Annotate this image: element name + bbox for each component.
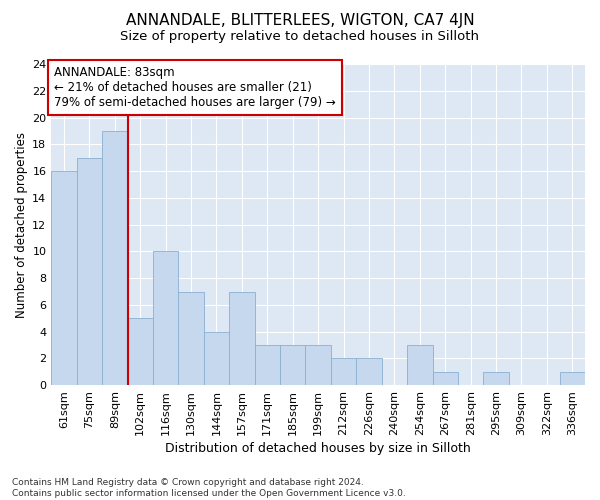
Bar: [280, 345, 305, 385]
Bar: [356, 358, 382, 385]
Text: ANNANDALE: 83sqm
← 21% of detached houses are smaller (21)
79% of semi-detached : ANNANDALE: 83sqm ← 21% of detached house…: [54, 66, 335, 108]
Bar: [407, 345, 433, 385]
Bar: [153, 252, 178, 385]
Bar: [433, 372, 458, 385]
Bar: [305, 345, 331, 385]
Bar: [128, 318, 153, 385]
Bar: [331, 358, 356, 385]
X-axis label: Distribution of detached houses by size in Silloth: Distribution of detached houses by size …: [165, 442, 471, 455]
Bar: [102, 131, 128, 385]
Text: Contains HM Land Registry data © Crown copyright and database right 2024.
Contai: Contains HM Land Registry data © Crown c…: [12, 478, 406, 498]
Bar: [254, 345, 280, 385]
Bar: [484, 372, 509, 385]
Bar: [204, 332, 229, 385]
Bar: [229, 292, 254, 385]
Bar: [178, 292, 204, 385]
Text: ANNANDALE, BLITTERLEES, WIGTON, CA7 4JN: ANNANDALE, BLITTERLEES, WIGTON, CA7 4JN: [125, 12, 475, 28]
Bar: [77, 158, 102, 385]
Y-axis label: Number of detached properties: Number of detached properties: [15, 132, 28, 318]
Bar: [560, 372, 585, 385]
Text: Size of property relative to detached houses in Silloth: Size of property relative to detached ho…: [121, 30, 479, 43]
Bar: [51, 171, 77, 385]
